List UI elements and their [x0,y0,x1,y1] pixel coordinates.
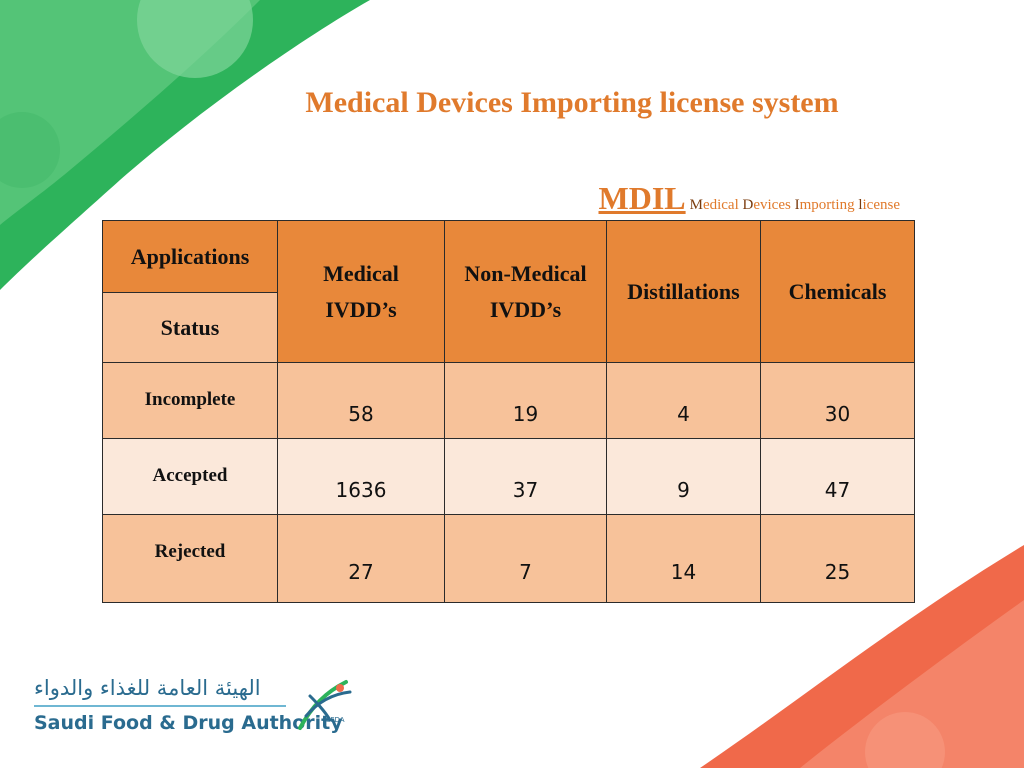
table-cell: 27 [277,514,445,603]
license-status-table: Applications Medical IVDD’s Non-Medical … [102,220,915,603]
table-row: Accepted 1636 37 9 47 [102,438,915,515]
sfda-badge-text: SFDA [326,716,345,724]
mdil-letter: l [858,197,863,213]
green-bubble [137,0,253,78]
table-cell: 14 [606,514,761,603]
mdil-expansion: Medical Devices Importing license [690,197,900,213]
header-distillations: Distillations [606,220,761,363]
coral-swoosh-light [800,600,1024,768]
table-cell: 30 [760,362,915,439]
header-medical-ivdd: Medical IVDD’s [277,220,445,363]
row-label-accepted: Accepted [102,438,278,515]
header-chemicals: Chemicals [760,220,915,363]
logo-english-text: Saudi Food & Drug Authority [34,712,343,734]
header-non-medical-ivdd: Non-Medical IVDD’s [444,220,607,363]
sfda-emblem-icon: SFDA [298,680,352,730]
logo-divider [34,705,286,707]
mdil-word-rest: evices [753,197,795,213]
table-cell: 7 [444,514,607,603]
table-cell: 25 [760,514,915,603]
mdil-letter: M [689,197,703,213]
mdil-letter: I [794,197,800,213]
table-cell: 37 [444,438,607,515]
mdil-word-rest: mporting [799,197,859,213]
header-applications: Applications [102,220,278,293]
coral-bubble [865,712,945,768]
table-cell: 1636 [277,438,445,515]
slide-title: Medical Devices Importing license system [305,86,839,119]
row-label-rejected: Rejected [102,514,278,603]
green-bubble-small [0,112,60,188]
header-status: Status [102,292,278,363]
row-label-incomplete: Incomplete [102,362,278,439]
table-cell: 9 [606,438,761,515]
table-row: Rejected 27 7 14 25 [102,514,915,603]
table-cell: 47 [760,438,915,515]
table-cell: 58 [277,362,445,439]
table-row: Incomplete 58 19 4 30 [102,362,915,439]
mdil-word-rest: icense [862,197,900,213]
mdil-letter: D [742,197,754,213]
mdil-acronym: MDIL [598,180,686,216]
mdil-caption: MDIL Medical Devices Importing license [599,180,901,217]
table-cell: 19 [444,362,607,439]
logo-arabic-text: الهيئة العامة للغذاء والدواء [34,676,261,700]
mdil-word-rest: edical [702,197,743,213]
table-cell: 4 [606,362,761,439]
